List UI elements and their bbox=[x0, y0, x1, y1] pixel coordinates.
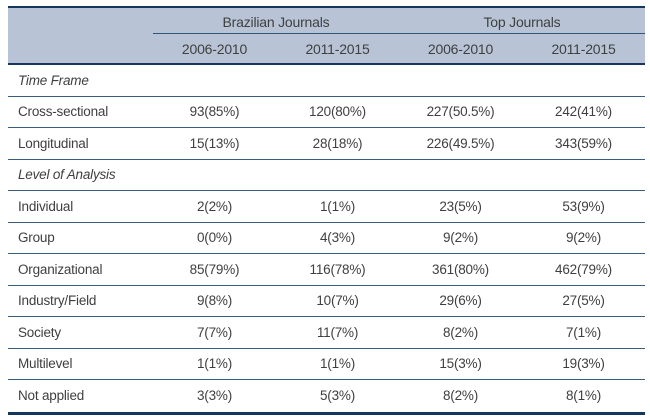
cell-value: 27(5%) bbox=[562, 293, 605, 309]
row-label: Industry/Field bbox=[18, 293, 97, 309]
col-header-brazilian-2011-2015: 2011-2015 bbox=[305, 40, 370, 57]
row-label: Not applied bbox=[18, 388, 85, 404]
cell-value: 7(7%) bbox=[196, 324, 232, 340]
cell-value: 343(59%) bbox=[555, 135, 612, 151]
cell-value: 10(7%) bbox=[316, 293, 359, 309]
cell-value: 462(79%) bbox=[555, 261, 612, 277]
cell-value: 227(50.5%) bbox=[426, 104, 495, 120]
column-group-row: Brazilian Journals Top Journals bbox=[8, 8, 645, 34]
table-body: Time Frame Cross-sectional 93(85%) 120(8… bbox=[8, 65, 645, 412]
cell-value: 9(2%) bbox=[442, 230, 478, 246]
section-title-level-of-analysis: Level of Analysis bbox=[8, 160, 645, 191]
cell-value: 242(41%) bbox=[555, 104, 612, 120]
cell-value: 23(5%) bbox=[439, 198, 482, 214]
col-header-brazilian-2006-2010: 2006-2010 bbox=[181, 40, 248, 57]
cell-value: 8(1%) bbox=[565, 388, 601, 404]
section-title-label: Level of Analysis bbox=[18, 167, 116, 183]
cell-value: 1(1%) bbox=[196, 356, 232, 372]
journals-comparison-table: Brazilian Journals Top Journals 2006-201… bbox=[8, 6, 645, 415]
cell-value: 1(1%) bbox=[319, 198, 355, 214]
table-row-multilevel: Multilevel 1(1%) 1(1%) 15(3%) 19(3%) bbox=[8, 349, 645, 380]
cell-value: 2(2%) bbox=[196, 198, 232, 214]
cell-value: 120(80%) bbox=[309, 104, 366, 120]
cell-value: 15(13%) bbox=[189, 135, 240, 151]
row-label: Multilevel bbox=[18, 356, 73, 372]
cell-value: 116(78%) bbox=[309, 261, 366, 277]
cell-value: 5(3%) bbox=[319, 388, 355, 404]
column-group-cells: Brazilian Journals Top Journals bbox=[153, 8, 645, 34]
cell-value: 361(80%) bbox=[432, 261, 489, 277]
year-header-row: 2006-2010 2011-2015 2006-2010 2011-2015 bbox=[8, 34, 645, 63]
table-row-longitudinal: Longitudinal 15(13%) 28(18%) 226(49.5%) … bbox=[8, 128, 645, 160]
cell-value: 11(7%) bbox=[316, 324, 359, 340]
table-row-organizational: Organizational 85(79%) 116(78%) 361(80%)… bbox=[8, 254, 645, 286]
table-row-individual: Individual 2(2%) 1(1%) 23(5%) 53(9%) bbox=[8, 191, 645, 223]
col-header-top-2006-2010: 2006-2010 bbox=[427, 40, 494, 57]
cell-value: 9(2%) bbox=[565, 230, 601, 246]
cell-value: 9(8%) bbox=[196, 293, 232, 309]
cell-value: 8(2%) bbox=[442, 388, 478, 404]
table-row-group: Group 0(0%) 4(3%) 9(2%) 9(2%) bbox=[8, 223, 645, 254]
col-header-top-2011-2015: 2011-2015 bbox=[551, 40, 616, 57]
cell-value: 19(3%) bbox=[562, 356, 605, 372]
group-header-top-journals: Top Journals bbox=[483, 14, 561, 30]
table-row-not-applied: Not applied 3(3%) 5(3%) 8(2%) 8(1%) bbox=[8, 380, 645, 412]
row-label: Organizational bbox=[18, 261, 103, 277]
cell-value: 4(3%) bbox=[319, 230, 355, 246]
section-title-time-frame: Time Frame bbox=[8, 65, 645, 97]
table-row-society: Society 7(7%) 11(7%) 8(2%) 7(1%) bbox=[8, 317, 645, 349]
cell-value: 53(9%) bbox=[562, 198, 605, 214]
cell-value: 28(18%) bbox=[312, 135, 363, 151]
cell-value: 1(1%) bbox=[319, 356, 355, 372]
row-label: Individual bbox=[18, 198, 74, 214]
cell-value: 93(85%) bbox=[189, 104, 240, 120]
group-header-brazilian-journals: Brazilian Journals bbox=[222, 14, 330, 30]
row-label: Cross-sectional bbox=[18, 104, 109, 120]
header-corner-cell bbox=[8, 8, 153, 34]
section-title-label: Time Frame bbox=[18, 72, 89, 88]
cell-value: 7(1%) bbox=[565, 324, 601, 340]
table-header: Brazilian Journals Top Journals 2006-201… bbox=[8, 6, 645, 65]
table-row-industry-field: Industry/Field 9(8%) 10(7%) 29(6%) 27(5%… bbox=[8, 286, 645, 317]
cell-value: 226(49.5%) bbox=[426, 135, 495, 151]
cell-value: 8(2%) bbox=[442, 324, 478, 340]
cell-value: 29(6%) bbox=[439, 293, 482, 309]
row-label: Society bbox=[18, 324, 61, 340]
table-row-cross-sectional: Cross-sectional 93(85%) 120(80%) 227(50.… bbox=[8, 97, 645, 128]
cell-value: 3(3%) bbox=[196, 388, 232, 404]
cell-value: 85(79%) bbox=[189, 261, 240, 277]
cell-value: 0(0%) bbox=[196, 230, 232, 246]
row-label: Group bbox=[18, 230, 55, 246]
cell-value: 15(3%) bbox=[439, 356, 482, 372]
row-label: Longitudinal bbox=[18, 135, 89, 151]
